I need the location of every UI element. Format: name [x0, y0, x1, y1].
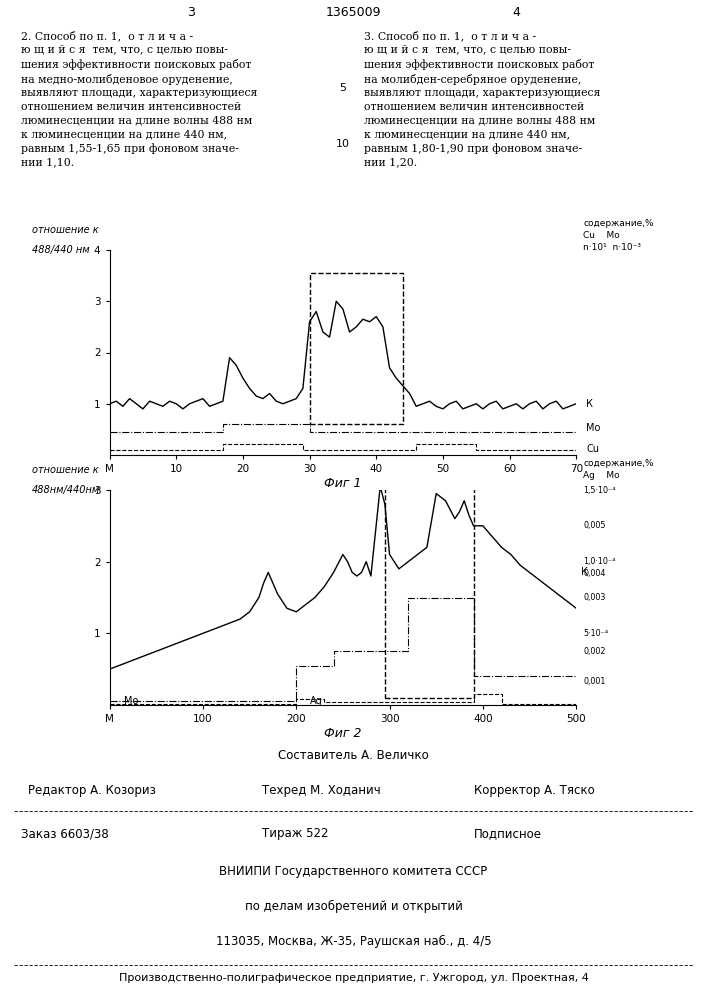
- X-axis label: Фиг 1: Фиг 1: [324, 477, 362, 490]
- Text: 488нм/440нм: 488нм/440нм: [32, 485, 100, 495]
- Text: 0,005: 0,005: [583, 521, 606, 530]
- Text: К: К: [581, 567, 588, 577]
- Text: 3: 3: [187, 6, 195, 19]
- Text: отношение к: отношение к: [32, 225, 98, 235]
- Text: содержание,%: содержание,%: [583, 219, 654, 228]
- Text: Тираж 522: Тираж 522: [262, 827, 328, 840]
- Text: Мо: Мо: [586, 423, 600, 433]
- Text: Составитель А. Величко: Составитель А. Величко: [278, 749, 429, 762]
- Text: 0,003: 0,003: [583, 593, 606, 602]
- Text: 10: 10: [336, 139, 350, 149]
- Text: Ag: Ag: [310, 696, 323, 706]
- Text: 0,001: 0,001: [583, 677, 606, 686]
- Text: 1365009: 1365009: [326, 6, 381, 19]
- Text: Cu: Cu: [586, 444, 600, 454]
- Text: Корректор А. Тяско: Корректор А. Тяско: [474, 784, 595, 797]
- Text: 3. Способ по п. 1,  о т л и ч а -
ю щ и й с я  тем, что, с целью повы-
шения эфф: 3. Способ по п. 1, о т л и ч а - ю щ и й…: [364, 30, 600, 167]
- Text: 0,002: 0,002: [583, 647, 606, 656]
- Text: 2. Способ по п. 1,  о т л и ч а -
ю щ и й с я  тем, что, с целью повы-
шения эфф: 2. Способ по п. 1, о т л и ч а - ю щ и й…: [21, 30, 257, 167]
- Text: 488/440 нм: 488/440 нм: [32, 245, 90, 255]
- Text: 5: 5: [339, 83, 346, 93]
- Text: Ag    Mo: Ag Mo: [583, 471, 620, 480]
- Text: по делам изобретений и открытий: по делам изобретений и открытий: [245, 900, 462, 913]
- Text: Подписное: Подписное: [474, 827, 542, 840]
- Text: Редактор А. Козориз: Редактор А. Козориз: [28, 784, 156, 797]
- Text: 1,5·10⁻⁴: 1,5·10⁻⁴: [583, 486, 616, 494]
- Text: 5·10⁻⁴: 5·10⁻⁴: [583, 629, 609, 638]
- Text: Cu    Mo: Cu Mo: [583, 231, 620, 240]
- Text: 0,004: 0,004: [583, 569, 606, 578]
- Text: ВНИИПИ Государственного комитета СССР: ВНИИПИ Государственного комитета СССР: [219, 865, 488, 878]
- Text: К: К: [586, 399, 593, 409]
- Text: Производственно-полиграфическое предприятие, г. Ужгород, ул. Проектная, 4: Производственно-полиграфическое предприя…: [119, 973, 588, 983]
- Text: отношение к: отношение к: [32, 465, 98, 475]
- Text: n·10¹  n·10⁻³: n·10¹ n·10⁻³: [583, 243, 641, 252]
- Text: Заказ 6603/38: Заказ 6603/38: [21, 827, 109, 840]
- Text: 4: 4: [512, 6, 520, 19]
- Text: 113035, Москва, Ж-35, Раушская наб., д. 4/5: 113035, Москва, Ж-35, Раушская наб., д. …: [216, 935, 491, 948]
- X-axis label: Фиг 2: Фиг 2: [324, 727, 362, 740]
- Text: Мо: Мо: [124, 696, 138, 706]
- Text: содержание,%: содержание,%: [583, 459, 654, 468]
- Text: 1,0·10⁻⁴: 1,0·10⁻⁴: [583, 557, 616, 566]
- Text: Техред М. Ходанич: Техред М. Ходанич: [262, 784, 380, 797]
